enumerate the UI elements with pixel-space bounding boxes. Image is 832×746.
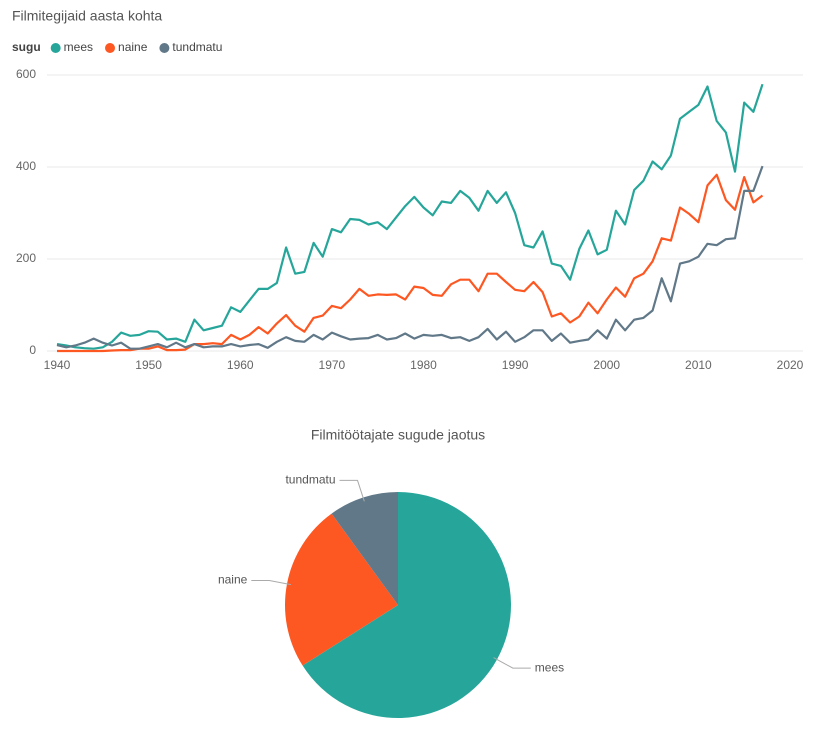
- series-line: [56, 83, 764, 350]
- leader-line: [251, 579, 292, 586]
- line-chart-title: Filmitegijaid aasta kohta: [12, 8, 162, 24]
- x-tick-label: 1980: [410, 358, 437, 372]
- x-tick-label: 1970: [319, 358, 346, 372]
- x-tick-label: 2010: [685, 358, 712, 372]
- y-tick-label: 400: [16, 159, 36, 173]
- legend-title: sugu: [12, 40, 41, 54]
- y-tick-label: 200: [16, 251, 36, 265]
- leader-line: [493, 657, 531, 669]
- pie-slice: [331, 492, 398, 605]
- pie-slice: [285, 513, 398, 666]
- pie-label: mees: [535, 660, 564, 674]
- legend-label: mees: [64, 40, 93, 54]
- x-tick-label: 2020: [777, 358, 804, 372]
- y-tick-label: 600: [16, 67, 36, 81]
- y-tick-label: 0: [29, 343, 36, 357]
- x-tick-label: 1940: [44, 358, 71, 372]
- series-line: [56, 165, 764, 350]
- x-tick-label: 1960: [227, 358, 254, 372]
- pie-chart-title: Filmitöötajate sugude jaotus: [311, 427, 485, 443]
- x-tick-label: 1990: [502, 358, 529, 372]
- legend-label: naine: [118, 40, 148, 54]
- x-tick-label: 1950: [135, 358, 162, 372]
- pie-label: tundmatu: [285, 473, 335, 487]
- pie-slice: [302, 492, 512, 719]
- legend-label: tundmatu: [172, 40, 222, 54]
- legend-marker: [50, 43, 61, 53]
- series-line: [57, 173, 764, 353]
- legend-marker: [105, 43, 116, 53]
- pie-label: naine: [218, 573, 248, 587]
- x-tick-label: 2000: [593, 358, 620, 372]
- leader-line: [339, 479, 365, 502]
- legend-marker: [159, 43, 170, 53]
